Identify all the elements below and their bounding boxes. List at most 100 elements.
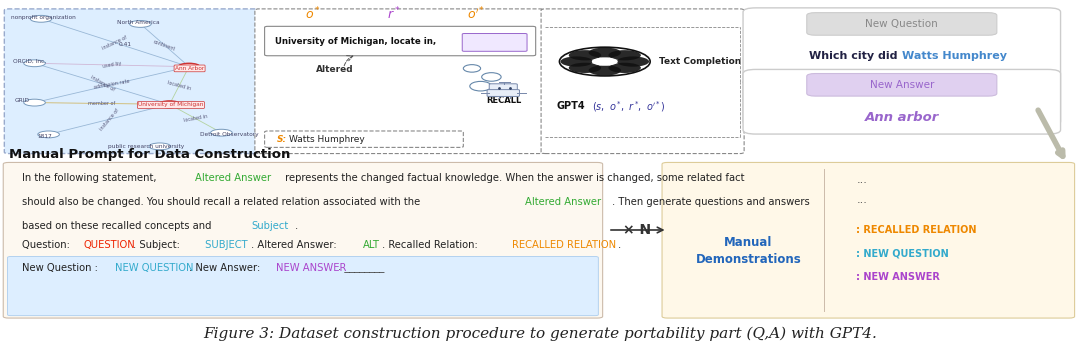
Text: Ann Arbor: Ann Arbor [175, 66, 204, 71]
Circle shape [159, 101, 180, 108]
Text: QUESTION: QUESTION [84, 240, 135, 250]
FancyBboxPatch shape [489, 84, 517, 91]
Text: . New Answer:: . New Answer: [189, 263, 264, 273]
FancyBboxPatch shape [255, 9, 544, 154]
Text: Altered Answer: Altered Answer [525, 197, 600, 207]
Text: should also be changed. You should recall a related relation associated with the: should also be changed. You should recal… [22, 197, 423, 207]
Circle shape [589, 65, 621, 76]
Text: × N: × N [623, 223, 651, 237]
Text: public research university: public research university [108, 144, 185, 149]
FancyBboxPatch shape [3, 162, 603, 318]
Circle shape [130, 21, 151, 27]
Text: New Question: New Question [865, 19, 939, 29]
Text: Figure 3: Dataset construction procedure to generate portability part (Q,A) with: Figure 3: Dataset construction procedure… [203, 326, 877, 341]
Text: $r^*$: $r^*$ [388, 5, 401, 22]
Circle shape [149, 143, 171, 150]
Text: Text Completion: Text Completion [659, 57, 741, 66]
Text: $(s,\ o^*\!,\ r^*\!,\ o^{\prime*})$: $(s,\ o^*\!,\ r^*\!,\ o^{\prime*})$ [592, 99, 665, 114]
Text: . ________: . ________ [338, 263, 384, 273]
Text: Watts Humphrey: Watts Humphrey [902, 51, 1007, 62]
Text: S:: S: [276, 135, 286, 144]
Text: . Recalled Relation:: . Recalled Relation: [382, 240, 481, 250]
Circle shape [589, 48, 621, 58]
Text: instance of: instance of [90, 75, 114, 93]
Text: North America: North America [117, 20, 159, 25]
Text: RECALL: RECALL [487, 96, 522, 105]
Text: ...: ... [856, 196, 867, 206]
Text: .: . [618, 240, 621, 250]
Text: used by: used by [102, 61, 122, 69]
Circle shape [608, 50, 640, 61]
Text: nonprofit organization: nonprofit organization [11, 15, 76, 19]
Circle shape [592, 57, 618, 66]
Text: Manual Prompt for Data Construction: Manual Prompt for Data Construction [9, 148, 291, 161]
Circle shape [30, 15, 52, 22]
Circle shape [38, 131, 59, 138]
FancyBboxPatch shape [743, 69, 1061, 134]
Text: 1817: 1817 [38, 134, 53, 139]
Text: : NEW ANSWER: : NEW ANSWER [856, 273, 941, 282]
Text: $o^*$: $o^*$ [306, 5, 321, 22]
FancyBboxPatch shape [807, 74, 997, 96]
Text: . Altered Answer:: . Altered Answer: [252, 240, 340, 250]
Text: Altered Answer: Altered Answer [195, 173, 271, 183]
Text: . Subject:: . Subject: [134, 240, 184, 250]
Text: NEW QUESTION: NEW QUESTION [114, 263, 193, 273]
Text: University of Michigan, locate in,: University of Michigan, locate in, [275, 37, 436, 45]
Text: . Then generate questions and answers: . Then generate questions and answers [611, 197, 809, 207]
Text: located in: located in [184, 114, 207, 123]
Text: New Question :: New Question : [22, 263, 100, 273]
Text: ?: ? [964, 77, 971, 87]
Text: ORCID, Inc.: ORCID, Inc. [13, 59, 46, 64]
Text: Altered: Altered [316, 65, 353, 74]
Text: Detroit Observatory: Detroit Observatory [200, 132, 258, 136]
FancyBboxPatch shape [8, 256, 598, 316]
Circle shape [569, 50, 602, 61]
Circle shape [24, 60, 45, 67]
Text: NEW ANSWER: NEW ANSWER [276, 263, 347, 273]
Text: GPT4: GPT4 [556, 101, 585, 111]
Text: admission rate: admission rate [93, 79, 131, 90]
Text: instance of: instance of [98, 107, 120, 131]
Text: : NEW QUESTION: : NEW QUESTION [856, 249, 949, 259]
Text: continent: continent [153, 39, 176, 52]
Circle shape [608, 63, 640, 73]
Circle shape [617, 56, 649, 67]
Text: live in during his: live in during his [794, 77, 902, 87]
Text: .: . [295, 221, 298, 231]
Text: Subject: Subject [252, 221, 288, 231]
Text: University of Michigan: University of Michigan [138, 103, 204, 107]
Text: $o'^{*}$: $o'^{*}$ [467, 5, 484, 22]
Text: university: university [902, 77, 964, 87]
Text: ALT: ALT [363, 240, 380, 250]
FancyBboxPatch shape [541, 9, 744, 154]
Text: : RECALLED RELATION: : RECALLED RELATION [856, 225, 977, 235]
Text: Ann arbor: Ann arbor [865, 111, 939, 124]
Circle shape [211, 129, 232, 136]
FancyBboxPatch shape [265, 131, 463, 147]
Text: instance of: instance of [102, 35, 129, 51]
FancyBboxPatch shape [743, 8, 1061, 126]
Text: SUBJECT: SUBJECT [202, 240, 247, 250]
Circle shape [561, 56, 593, 67]
FancyBboxPatch shape [265, 26, 536, 56]
Text: New Answer: New Answer [869, 80, 934, 90]
FancyBboxPatch shape [462, 34, 527, 51]
Text: Question:: Question: [22, 240, 72, 250]
Text: GRID: GRID [15, 98, 30, 103]
Text: Watts Humphrey: Watts Humphrey [289, 135, 365, 144]
Text: located in: located in [167, 80, 191, 91]
Text: member of: member of [89, 101, 116, 106]
Text: represents the changed factual knowledge. When the answer is changed, some relat: represents the changed factual knowledge… [283, 173, 745, 183]
Text: ...: ... [856, 175, 867, 185]
FancyBboxPatch shape [807, 13, 997, 35]
Circle shape [569, 63, 602, 73]
FancyBboxPatch shape [662, 162, 1075, 318]
Text: based on these recalled concepts and: based on these recalled concepts and [22, 221, 214, 231]
Circle shape [178, 63, 200, 70]
FancyBboxPatch shape [4, 9, 259, 154]
Text: Manual
Demonstrations: Manual Demonstrations [696, 236, 801, 265]
Text: Ann arbor: Ann arbor [474, 38, 515, 47]
Text: In the following statement,: In the following statement, [22, 173, 159, 183]
Text: 0.41: 0.41 [119, 42, 132, 47]
